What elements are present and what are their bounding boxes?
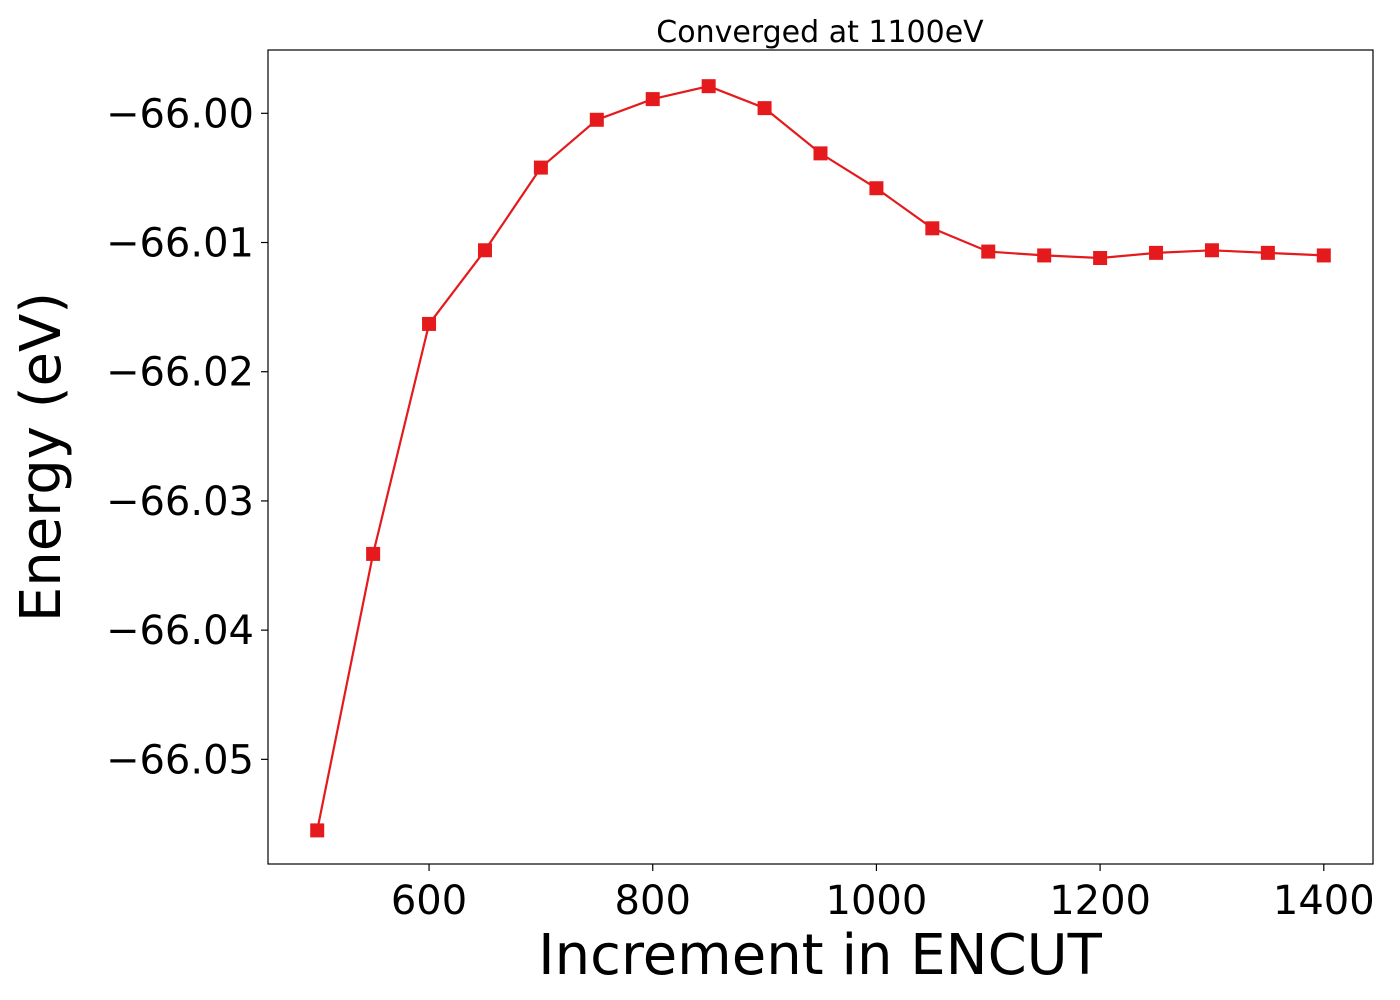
data-point-marker (422, 316, 437, 331)
x-axis: 600 800 1000 1200 1400 (391, 864, 1375, 924)
data-point-marker (1260, 245, 1275, 260)
y-tick-label: −66.04 (106, 608, 254, 654)
x-tick-label: 600 (391, 878, 467, 924)
x-axis-label: Increment in ENCUT (538, 923, 1103, 988)
data-point-marker (1204, 243, 1219, 258)
data-point-marker (1149, 245, 1164, 260)
y-axis: −66.05 −66.04 −66.03 −66.02 −66.01 −66.00 (106, 91, 268, 783)
data-point-marker (925, 221, 940, 236)
data-point-marker (1316, 248, 1331, 263)
data-point-marker (981, 244, 996, 259)
y-axis-label: Energy (eV) (9, 292, 74, 622)
x-tick-label: 1000 (826, 878, 928, 924)
data-point-marker (1037, 248, 1052, 263)
y-tick-label: −66.00 (106, 91, 254, 137)
data-point-marker (477, 243, 492, 258)
x-tick-label: 800 (615, 878, 691, 924)
y-tick-label: −66.03 (106, 479, 254, 525)
data-point-marker (869, 181, 884, 196)
x-tick-label: 1200 (1049, 878, 1151, 924)
data-point-marker (813, 146, 828, 161)
x-tick-label: 1400 (1273, 878, 1375, 924)
y-tick-label: −66.01 (106, 221, 254, 267)
chart-title: Converged at 1100eV (656, 15, 984, 50)
y-tick-label: −66.05 (106, 737, 254, 783)
data-point-marker (757, 101, 772, 116)
data-point-marker (366, 546, 381, 561)
data-point-marker (645, 92, 660, 107)
data-point-marker (533, 160, 548, 175)
y-tick-label: −66.02 (106, 350, 254, 396)
plot-frame (267, 49, 1374, 865)
data-point-marker (701, 79, 716, 94)
data-point-marker (1093, 251, 1108, 266)
data-point-marker (310, 823, 325, 838)
series-markers (310, 79, 1331, 838)
data-point-marker (589, 112, 604, 127)
